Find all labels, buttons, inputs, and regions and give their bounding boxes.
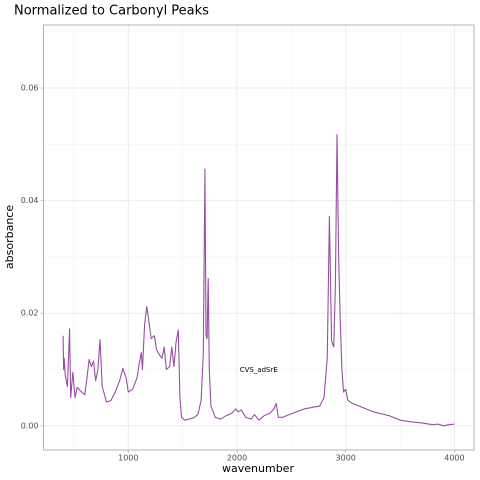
spectrum-line (62, 134, 455, 427)
y-tick-label: 0.00 (21, 421, 39, 430)
y-axis-title: absorbance (3, 205, 16, 269)
x-tick-label: 4000 (444, 454, 464, 463)
x-tick-label: 2000 (227, 454, 247, 463)
y-tick-label: 0.06 (21, 84, 39, 93)
x-axis-title: wavenumber (222, 462, 294, 475)
chart-title: Normalized to Carbonyl Peaks (14, 4, 209, 19)
annotation: CVS_adSrE (240, 366, 278, 374)
y-tick-label: 0.02 (21, 309, 39, 318)
panel-border (43, 24, 475, 451)
y-tick-label: 0.04 (21, 196, 39, 205)
x-tick-label: 1000 (118, 454, 138, 463)
x-tick-label: 3000 (336, 454, 356, 463)
